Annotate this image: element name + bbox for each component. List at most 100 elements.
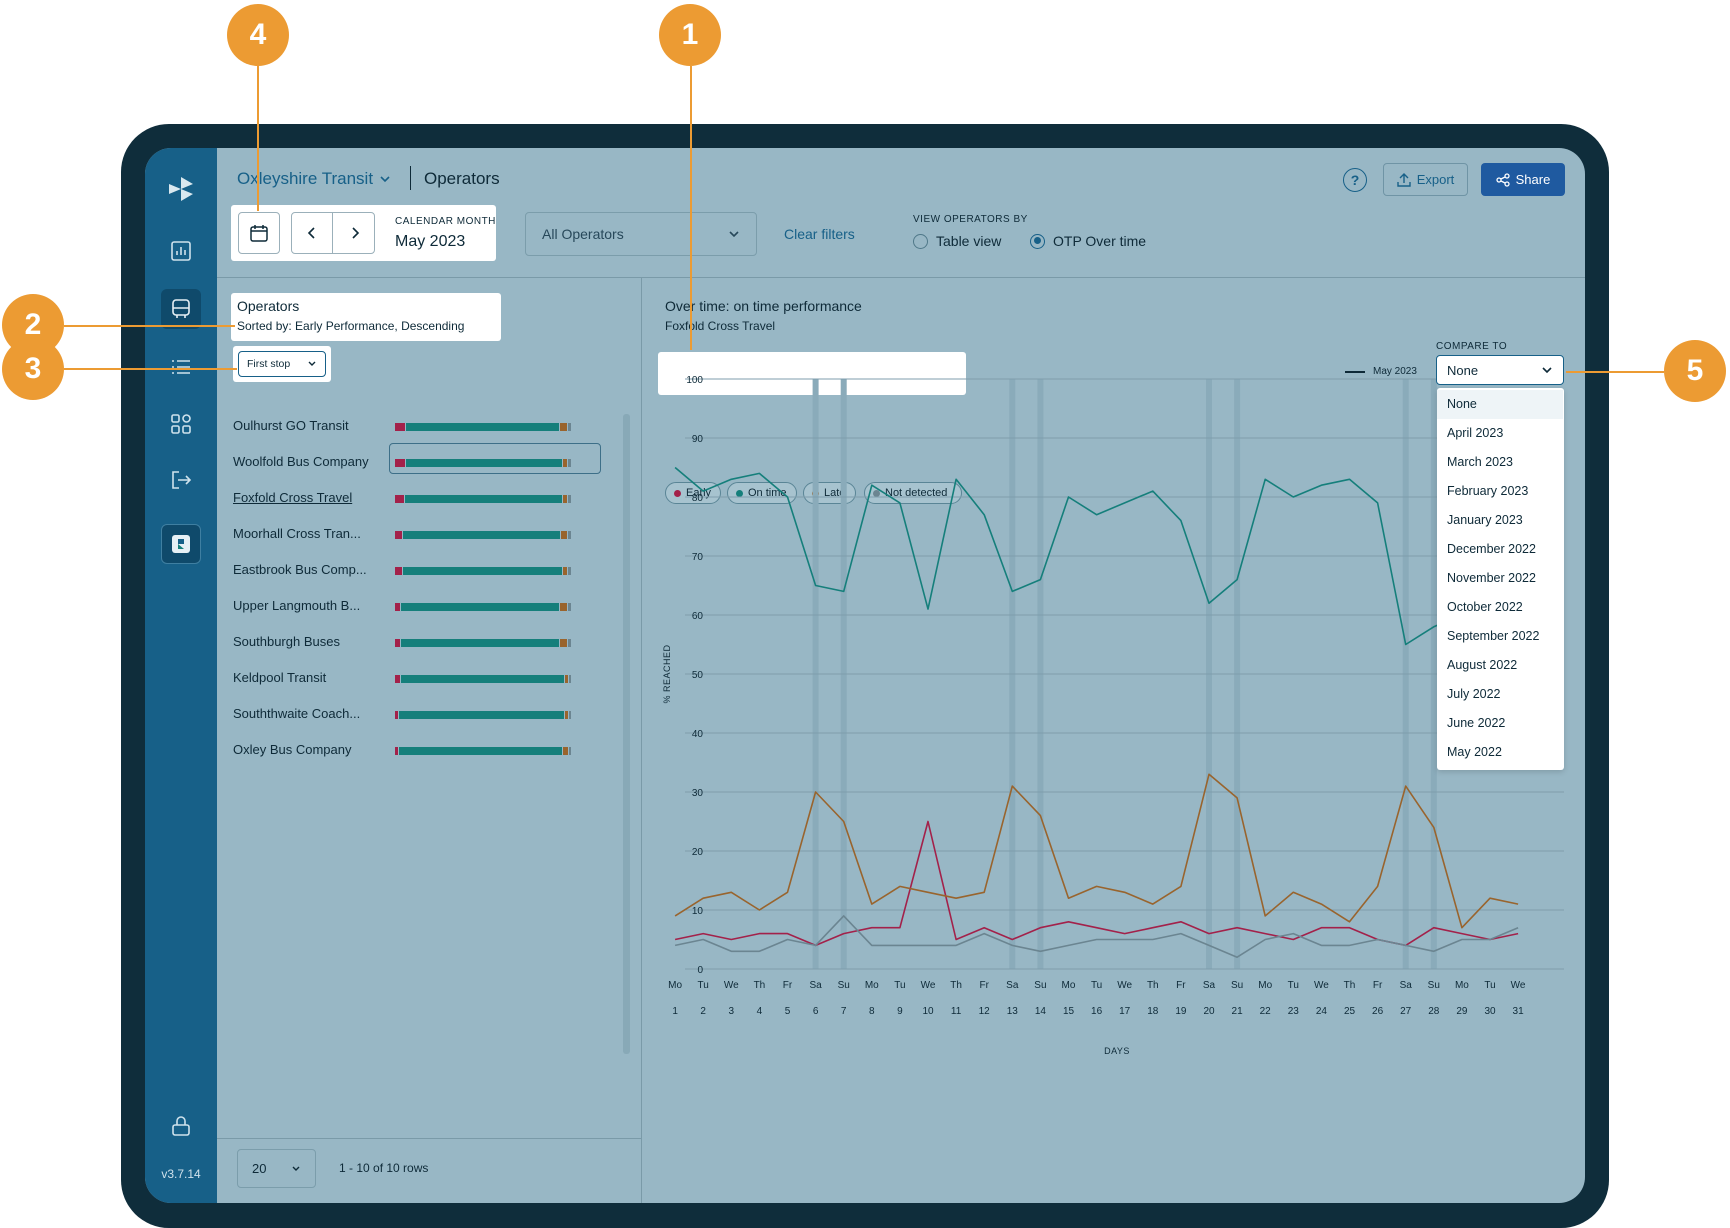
operator-name[interactable]: Eastbrook Bus Comp...: [233, 562, 367, 577]
operators-header-highlight: [231, 293, 501, 341]
operator-row[interactable]: Eastbrook Bus Comp...: [233, 558, 593, 582]
operator-row[interactable]: Southburgh Buses: [233, 630, 593, 654]
compare-select[interactable]: None: [1436, 355, 1564, 385]
operator-row[interactable]: Moorhall Cross Tran...: [233, 522, 593, 546]
x-weekday-label: Su: [1428, 980, 1440, 991]
product-switch-icon[interactable]: [161, 524, 201, 564]
x-weekday-label: Th: [950, 980, 962, 991]
operator-row[interactable]: Souththwaite Coach...: [233, 702, 593, 726]
operator-row[interactable]: Upper Langmouth B...: [233, 594, 593, 618]
page-size-select[interactable]: 20: [237, 1149, 316, 1188]
x-tick-label: 31: [1513, 1006, 1525, 1017]
x-weekday-label: Sa: [1203, 980, 1216, 991]
logout-icon[interactable]: [161, 460, 201, 500]
calendar-icon: [250, 225, 268, 242]
callout-3: 3: [2, 338, 64, 400]
operator-name[interactable]: Foxfold Cross Travel: [233, 490, 353, 505]
bar-segment-early: [395, 711, 399, 719]
operator-name[interactable]: Keldpool Transit: [233, 670, 327, 685]
operator-select[interactable]: All Operators: [525, 212, 757, 256]
radio-otp-over-time[interactable]: [1030, 233, 1045, 249]
share-button[interactable]: Share: [1481, 163, 1565, 196]
compare-option[interactable]: June 2022: [1447, 716, 1506, 730]
operator-name[interactable]: Oulhurst GO Transit: [233, 418, 349, 433]
calendar-caption: CALENDAR MONTH: [395, 216, 496, 227]
chevron-right-icon: [351, 227, 359, 239]
operator-row[interactable]: Foxfold Cross Travel: [233, 486, 593, 510]
list-icon[interactable]: [161, 347, 201, 387]
operator-name[interactable]: Upper Langmouth B...: [233, 598, 361, 613]
series-line-not-detected: [674, 915, 1519, 959]
compare-option[interactable]: March 2023: [1447, 455, 1514, 469]
bar-segment-late: [563, 495, 567, 503]
x-weekday-label: We: [921, 980, 936, 991]
x-tick-label: 11: [951, 1006, 962, 1017]
operator-name[interactable]: Woolfold Bus Company: [233, 454, 369, 469]
legend-pill[interactable]: On time: [727, 482, 797, 504]
logo-icon: [161, 169, 201, 209]
legend-label: Late: [824, 487, 846, 499]
x-weekday-label: Su: [1034, 980, 1046, 991]
org-switcher[interactable]: Oxleyshire Transit: [237, 169, 391, 189]
apps-icon[interactable]: [161, 404, 201, 444]
operator-name[interactable]: Southburgh Buses: [233, 634, 340, 649]
x-tick-label: 22: [1260, 1006, 1272, 1017]
compare-option[interactable]: July 2022: [1447, 687, 1501, 701]
x-tick-label: 6: [813, 1006, 819, 1017]
radio-table-view[interactable]: [913, 233, 928, 249]
help-icon[interactable]: ?: [1343, 168, 1367, 192]
operator-performance-bar: [395, 675, 571, 683]
export-button[interactable]: Export: [1383, 163, 1468, 196]
compare-option[interactable]: None: [1437, 390, 1563, 419]
bar-segment-ontime: [406, 423, 559, 431]
legend-highlight: [658, 352, 966, 395]
operator-performance-bar: [395, 603, 571, 611]
chevron-left-icon: [307, 227, 315, 239]
callout-4: 4: [227, 4, 289, 66]
operator-name[interactable]: Moorhall Cross Tran...: [233, 526, 361, 541]
calendar-button[interactable]: [238, 212, 280, 254]
clear-filters-link[interactable]: Clear filters: [784, 226, 855, 242]
compare-option[interactable]: November 2022: [1447, 571, 1536, 585]
app-screen: v3.7.14 Oxleyshire Transit Operators ? E…: [145, 148, 1585, 1203]
bar-segment-ontime: [406, 459, 563, 467]
x-tick-label: 18: [1147, 1006, 1159, 1017]
operator-row[interactable]: Woolfold Bus Company: [233, 450, 593, 474]
view-option-table[interactable]: Table view: [913, 233, 1001, 249]
compare-option[interactable]: August 2022: [1447, 658, 1518, 672]
prev-month-button[interactable]: [292, 213, 333, 253]
legend-pill[interactable]: Not detected: [864, 482, 962, 504]
operator-row[interactable]: Keldpool Transit: [233, 666, 593, 690]
org-name: Oxleyshire Transit: [237, 169, 374, 188]
operator-performance-bar: [395, 459, 571, 467]
list-scrollbar[interactable]: [623, 414, 630, 1054]
bar-segment-nd: [569, 711, 571, 719]
operator-performance-bar: [395, 495, 571, 503]
compare-option[interactable]: May 2022: [1447, 745, 1502, 759]
compare-option[interactable]: April 2023: [1447, 426, 1504, 440]
compare-option[interactable]: January 2023: [1447, 513, 1523, 527]
operator-name[interactable]: Oxley Bus Company: [233, 742, 352, 757]
operators-title: Operators: [237, 298, 300, 314]
lock-icon[interactable]: [161, 1106, 201, 1146]
x-weekday-label: Fr: [783, 980, 793, 991]
operator-row[interactable]: Oulhurst GO Transit: [233, 414, 593, 438]
legend-dot: [873, 489, 880, 497]
operator-row[interactable]: Oxley Bus Company: [233, 738, 593, 762]
x-tick-label: 4: [757, 1006, 763, 1017]
operator-name[interactable]: Souththwaite Coach...: [233, 706, 361, 721]
compare-option[interactable]: December 2022: [1447, 542, 1536, 556]
bar-segment-nd: [569, 747, 571, 755]
x-weekday-label: Th: [754, 980, 766, 991]
y-tick-label: 90: [692, 434, 704, 445]
compare-option[interactable]: February 2023: [1447, 484, 1529, 498]
stop-select[interactable]: First stop: [238, 351, 326, 377]
view-option-otp[interactable]: OTP Over time: [1030, 233, 1146, 249]
compare-option[interactable]: October 2022: [1447, 600, 1523, 614]
bus-icon[interactable]: [161, 289, 201, 329]
x-tick-label: 10: [922, 1006, 934, 1017]
dashboard-chart-icon[interactable]: [161, 231, 201, 271]
compare-option[interactable]: September 2022: [1447, 629, 1540, 643]
bar-segment-nd: [567, 567, 571, 575]
next-month-button[interactable]: [334, 213, 375, 253]
